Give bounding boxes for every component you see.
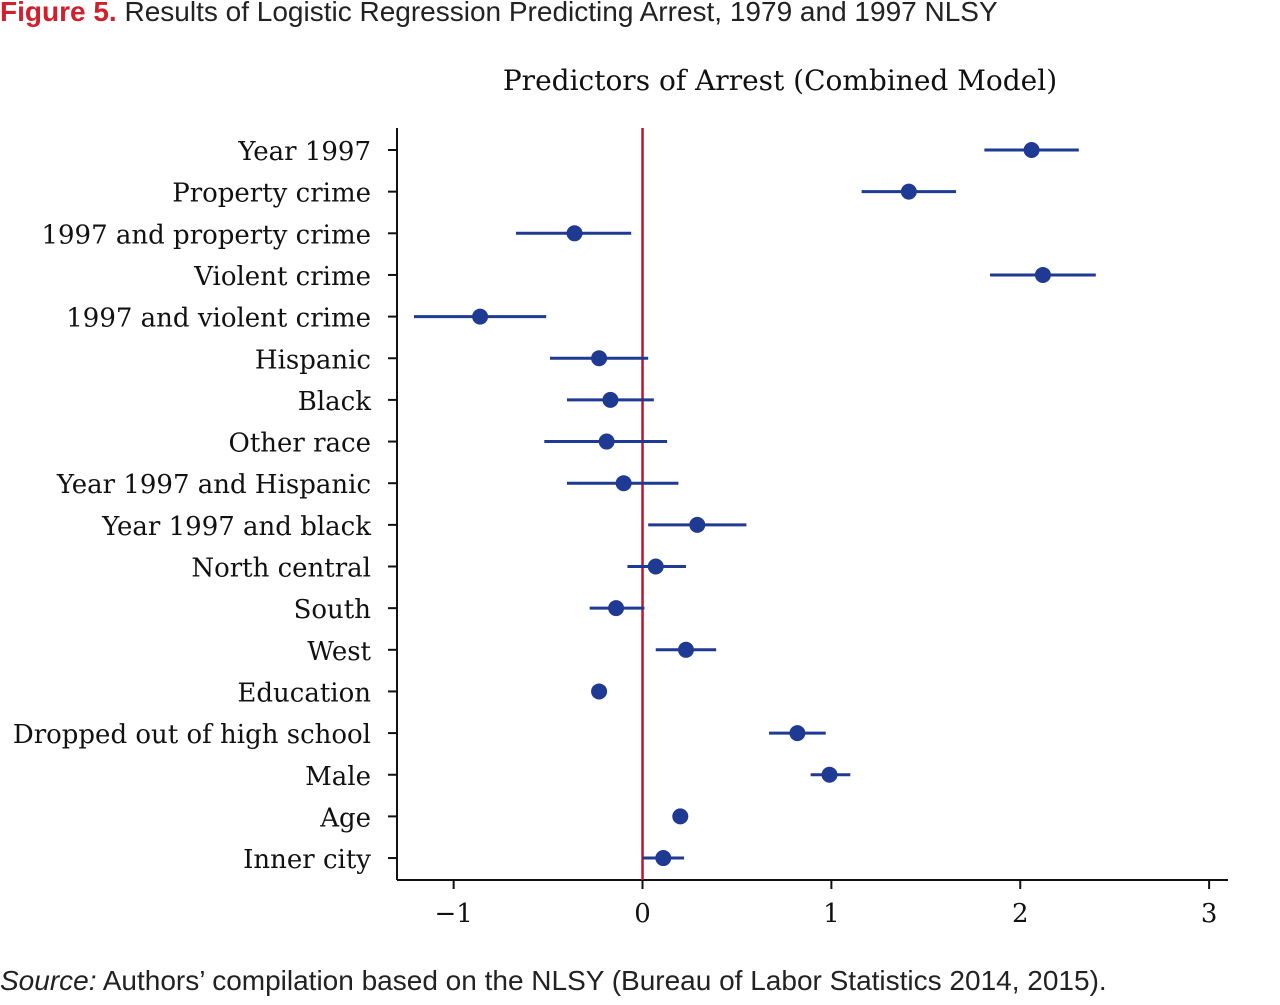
estimate-point xyxy=(602,391,619,408)
estimate-point xyxy=(689,516,706,533)
y-tick-label: South xyxy=(294,595,372,625)
source-note: Source: Authors’ compilation based on th… xyxy=(0,965,1280,997)
y-tick-label: 1997 and violent crime xyxy=(66,304,371,334)
estimate-point xyxy=(598,433,615,450)
estimate-point xyxy=(1034,266,1051,283)
chart-marks xyxy=(413,142,1096,867)
estimate-point xyxy=(615,475,632,492)
estimate-point xyxy=(566,225,583,242)
estimate-point xyxy=(655,850,672,867)
y-tick-label: West xyxy=(307,637,371,667)
y-tick-label: Property crime xyxy=(172,179,371,209)
figure-title: Figure 5. Results of Logistic Regression… xyxy=(0,0,1280,28)
estimate-point xyxy=(472,308,489,325)
x-tick-label: −1 xyxy=(434,899,472,929)
estimate-point xyxy=(608,600,625,617)
x-tick-label: 1 xyxy=(823,899,840,929)
y-tick-label: Hispanic xyxy=(255,345,371,375)
y-tick-label: Black xyxy=(298,387,371,417)
y-tick-label: 1997 and property crime xyxy=(41,220,371,250)
x-tick-label: 2 xyxy=(1012,899,1029,929)
estimate-point xyxy=(821,766,838,783)
y-tick-label: Year 1997 and black xyxy=(101,512,371,542)
y-tick-label: North central xyxy=(191,554,371,584)
y-tick-label: Dropped out of high school xyxy=(13,720,371,750)
y-tick-label: Inner city xyxy=(243,845,371,875)
x-axis-labels: −1 0 1 2 3 xyxy=(434,899,1217,929)
estimate-point xyxy=(1023,142,1040,158)
coefficient-chart: Predictors of Arrest (Combined Model) Ye… xyxy=(13,64,1228,929)
y-tick-label: Education xyxy=(237,678,371,708)
y-tick-label: Age xyxy=(319,803,371,833)
estimate-point xyxy=(900,183,917,200)
estimate-point xyxy=(591,350,608,367)
source-label: Source: xyxy=(0,965,97,996)
x-tick-label: 3 xyxy=(1201,899,1218,929)
estimate-point xyxy=(789,725,806,742)
estimate-point xyxy=(647,558,664,575)
x-tick-label: 0 xyxy=(634,899,651,929)
y-tick-label: Violent crime xyxy=(193,262,371,292)
source-text: Authors’ compilation based on the NLSY (… xyxy=(102,965,1107,996)
estimate-point xyxy=(591,683,608,700)
chart-title: Predictors of Arrest (Combined Model) xyxy=(503,64,1057,97)
figure-title-text: Results of Logistic Regression Predictin… xyxy=(124,0,998,27)
y-tick-label: Year 1997 xyxy=(237,137,371,167)
y-tick-label: Male xyxy=(305,762,371,792)
estimate-point xyxy=(677,641,694,658)
y-tick-label: Other race xyxy=(229,429,371,459)
chart-axes xyxy=(388,128,1228,889)
y-tick-label: Year 1997 and Hispanic xyxy=(56,470,371,500)
estimate-point xyxy=(672,808,689,825)
figure-label: Figure 5. xyxy=(0,0,117,27)
y-axis-labels: Year 1997 Property crime 1997 and property… xyxy=(13,137,372,875)
